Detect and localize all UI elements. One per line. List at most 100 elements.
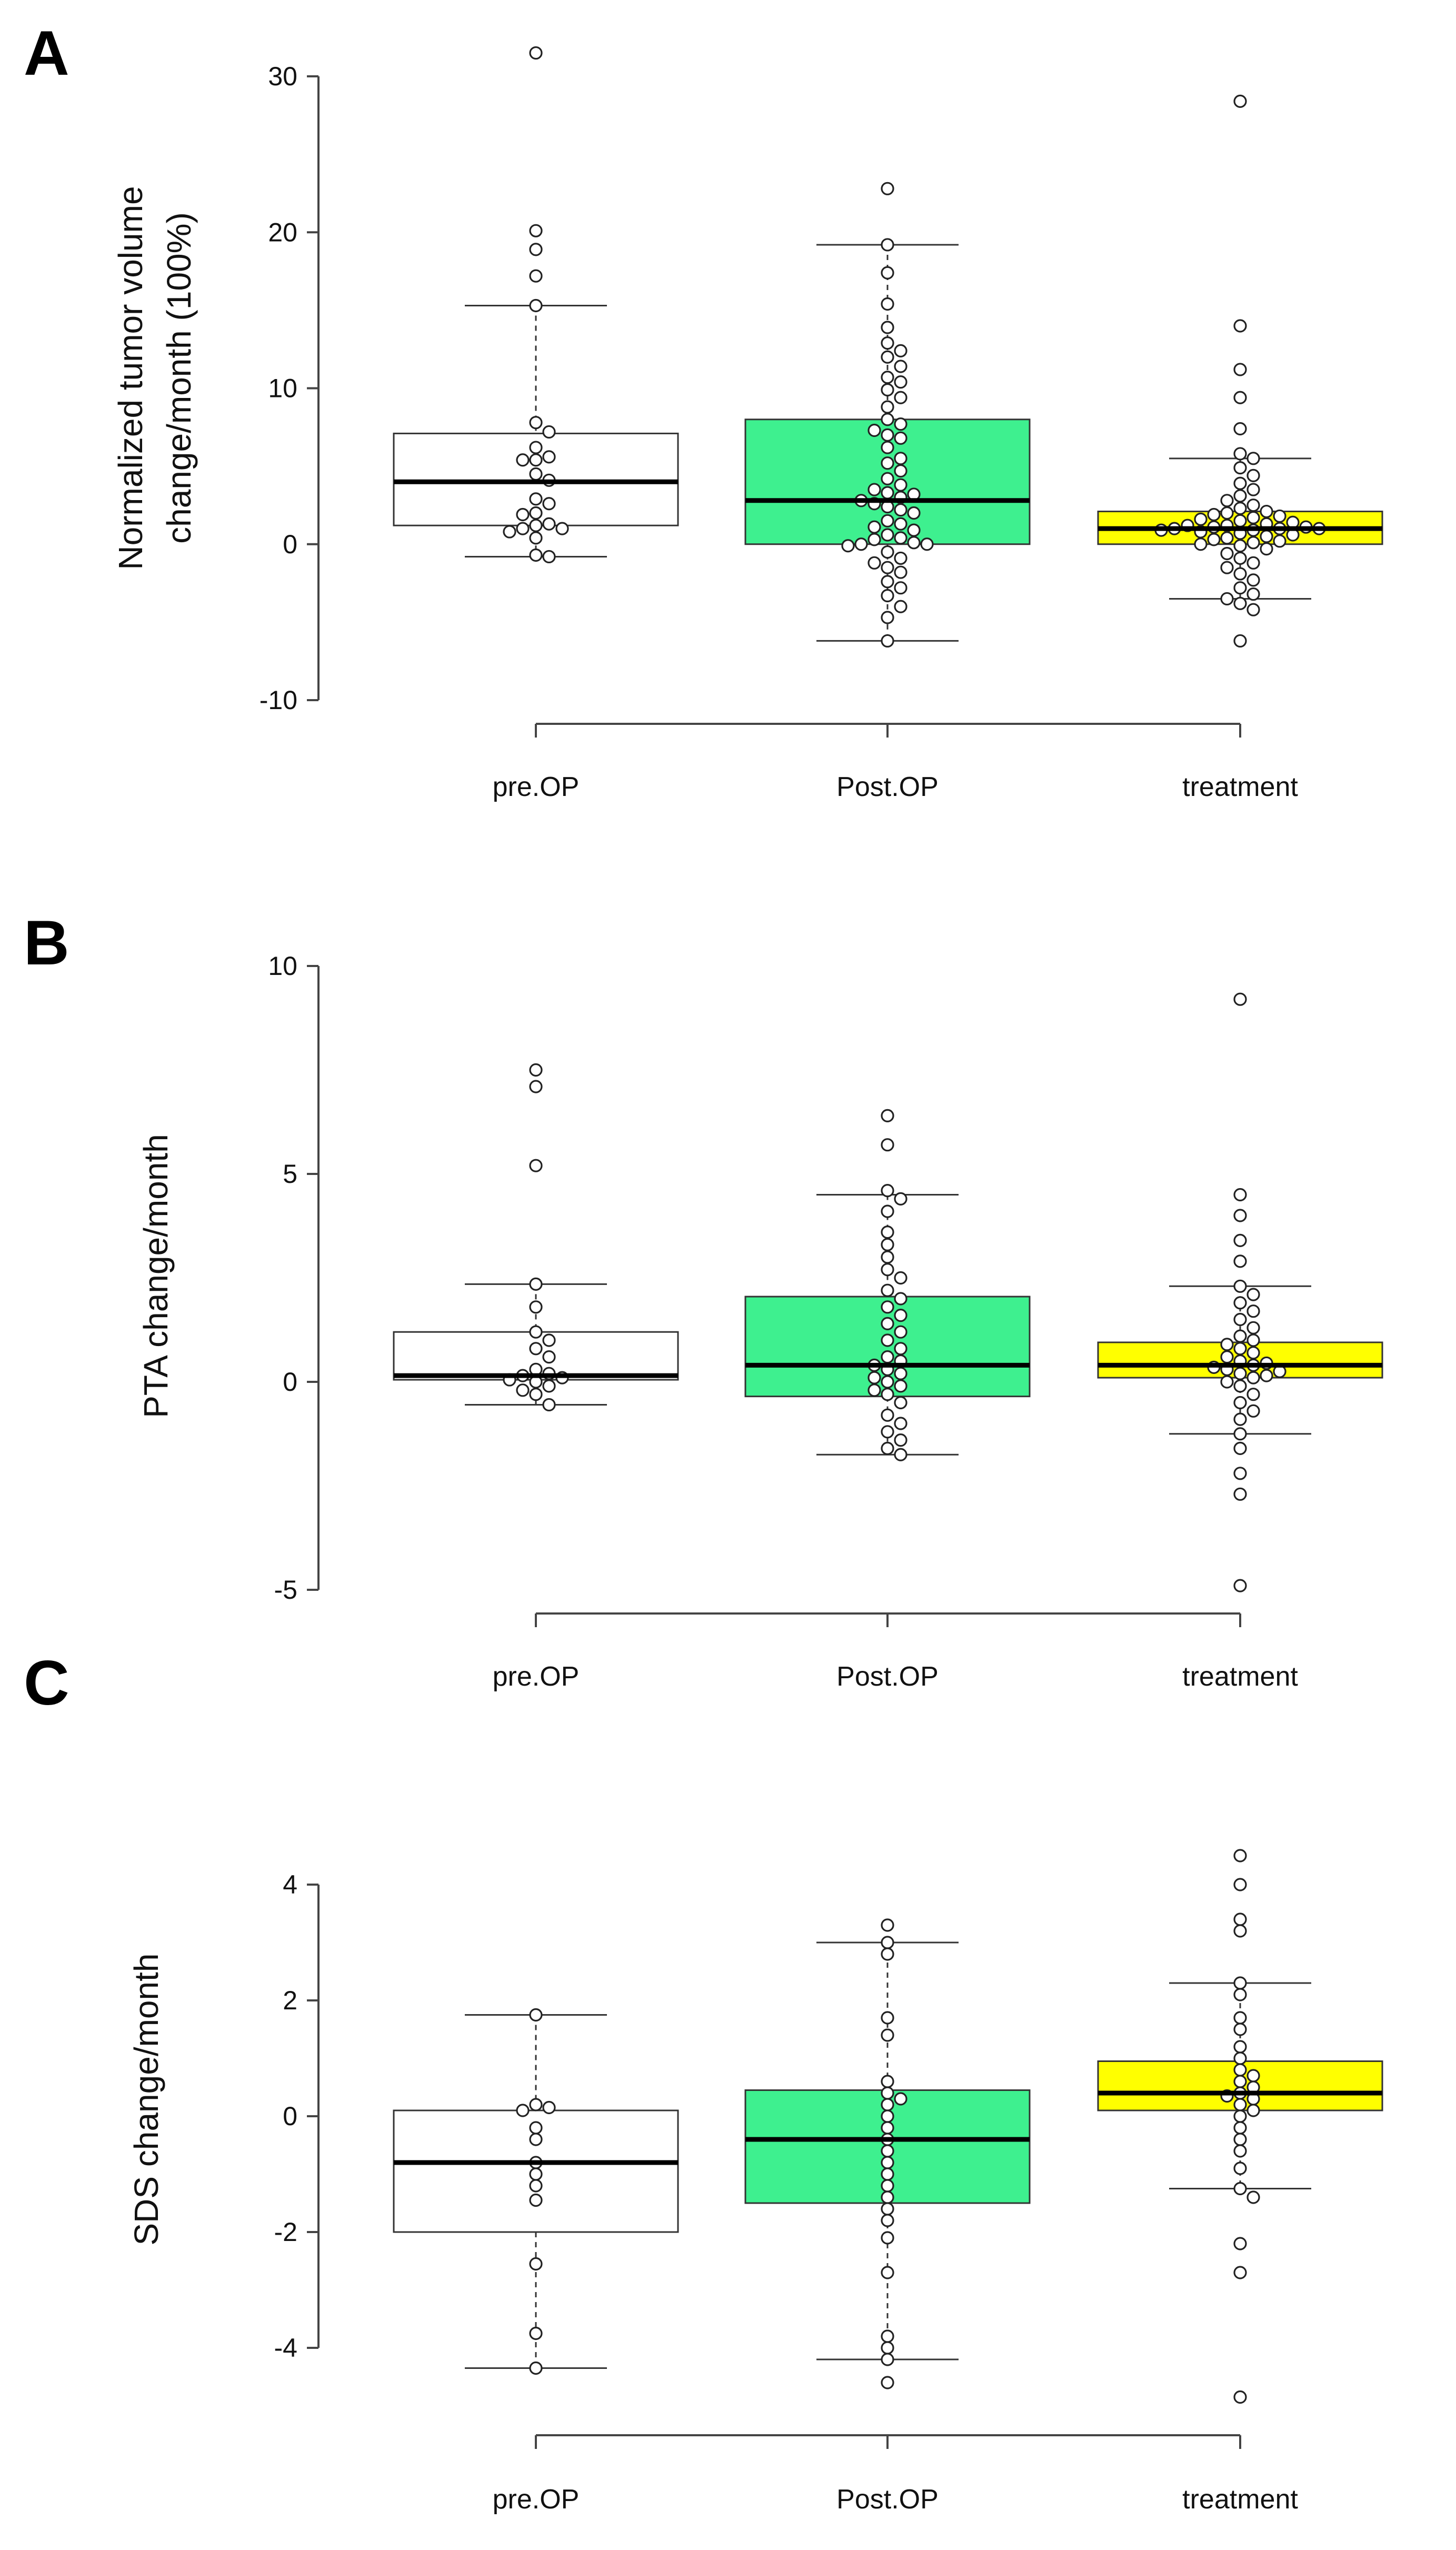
panel-c-post-op-point bbox=[881, 2075, 894, 2088]
panel-c-post-op-point bbox=[881, 2011, 894, 2025]
panel-b-post-op-point bbox=[881, 1425, 894, 1439]
panel-a-treatment-point bbox=[1233, 94, 1247, 108]
panel-a-post-op-point bbox=[894, 464, 907, 478]
panel-c-treatment-point bbox=[1233, 2023, 1247, 2036]
panel-b-post-op-point bbox=[894, 1192, 907, 1206]
panel-b-post-op-point bbox=[881, 1441, 894, 1455]
panel-a-plot: 30 20 10 0 -10 bbox=[260, 46, 1383, 738]
panel-a-treatment-point bbox=[1233, 581, 1247, 595]
panel-a-post-op-point bbox=[867, 423, 881, 437]
panel-a-category-post-op: Post.OP bbox=[836, 772, 939, 802]
panel-c-pre-op-point bbox=[529, 2179, 543, 2193]
panel-a-post-op-point bbox=[894, 375, 907, 389]
panel-c-category-post-op: Post.OP bbox=[836, 2484, 939, 2515]
panel-c-post-op-point bbox=[894, 2092, 907, 2106]
panel-a-pre-op-point bbox=[516, 522, 530, 535]
panel-c-pre-op-point bbox=[529, 2193, 543, 2207]
panel-b-pre-op-box bbox=[393, 1331, 679, 1381]
panel-b-treatment-point bbox=[1233, 1441, 1247, 1455]
panel-c-pre-op-point bbox=[529, 2133, 543, 2146]
panel-a-post-op-point bbox=[881, 589, 894, 603]
panel-c-y-tick-label: 0 bbox=[283, 2101, 297, 2131]
panel-a-pre-op-point bbox=[529, 46, 543, 60]
panel-c-post-op-point bbox=[881, 2202, 894, 2216]
panel-b-post-op-point bbox=[867, 1383, 881, 1397]
panel-a-treatment-point bbox=[1233, 539, 1247, 553]
panel-c-post-op-point bbox=[881, 2109, 894, 2123]
panel-c-post-op-point bbox=[881, 1936, 894, 1949]
panel-b-treatment-point bbox=[1246, 1321, 1260, 1334]
panel-b-treatment-point bbox=[1220, 1338, 1234, 1351]
panel-b-treatment-point bbox=[1233, 1188, 1247, 1202]
panel-a-post-op-point bbox=[881, 611, 894, 624]
panel-a-pre-op-point bbox=[529, 492, 543, 506]
panel-c-treatment-point bbox=[1233, 2063, 1247, 2077]
panel-c-pre-op-point bbox=[542, 2100, 556, 2115]
panel-b-treatment-point bbox=[1233, 1427, 1247, 1441]
panel-c-treatment-point bbox=[1233, 1849, 1247, 1862]
panel-a-treatment-point bbox=[1246, 587, 1260, 601]
panel-b-post-op-point bbox=[894, 1325, 907, 1339]
panel-b-post-op-point bbox=[894, 1292, 907, 1306]
panel-b-post-op-point bbox=[881, 1375, 894, 1389]
panel-c-y-tick-label: 2 bbox=[283, 1986, 297, 2015]
panel-b-category-pre-op: pre.OP bbox=[493, 1661, 580, 1692]
panel-a-post-op-point bbox=[894, 581, 907, 595]
panel-a-treatment-point bbox=[1246, 469, 1260, 483]
panel-a-treatment-point bbox=[1233, 634, 1247, 648]
panel-a-pre-op-point bbox=[529, 519, 543, 532]
panel-b-post-op-point bbox=[881, 1138, 894, 1152]
panel-b-post-op-point bbox=[881, 1238, 894, 1251]
panel-a-post-op-point bbox=[894, 531, 907, 545]
panel-a-post-op-point bbox=[867, 483, 881, 496]
panel-a-treatment-point bbox=[1246, 452, 1260, 465]
panel-a-post-op-point bbox=[881, 561, 894, 574]
panel-c-treatment-point bbox=[1233, 2098, 1247, 2111]
panel-c-treatment-point bbox=[1233, 2390, 1247, 2404]
panel-c-post-op-point bbox=[881, 2266, 894, 2279]
panel-a-post-op-point bbox=[894, 452, 907, 465]
panel-a-post-op-point bbox=[894, 360, 907, 373]
panel-c-post-op-point bbox=[881, 1918, 894, 1932]
panel-a-treatment-point bbox=[1207, 507, 1221, 522]
panel-a-post-op-point bbox=[881, 321, 894, 334]
panel-c-post-op-point bbox=[881, 2121, 894, 2135]
panel-a-category-treatment: treatment bbox=[1182, 772, 1298, 802]
panel-a-treatment-point bbox=[1233, 363, 1247, 376]
panel-c-post-op-point bbox=[881, 2179, 894, 2193]
panel-b-post-op-point bbox=[881, 1184, 894, 1198]
panel-b-treatment-point bbox=[1233, 1233, 1247, 1247]
panel-b-y-tick-label: 10 bbox=[268, 951, 297, 981]
panel-a-treatment-point bbox=[1194, 512, 1208, 526]
panel-b-post-op-point bbox=[867, 1371, 881, 1384]
panel-a-pre-op-point bbox=[529, 453, 543, 467]
panel-b-post-op-point bbox=[894, 1367, 907, 1380]
panel-b-treatment-point bbox=[1233, 1396, 1247, 1410]
panel-a-post-op-point bbox=[867, 533, 881, 546]
panel-a-pre-op-point bbox=[542, 517, 556, 531]
panel-a-pre-op-point bbox=[529, 416, 543, 430]
panel-a-post-op-point bbox=[881, 400, 894, 414]
panel-c-y-tick-label: -2 bbox=[274, 2217, 297, 2247]
panel-b-treatment-point bbox=[1246, 1346, 1260, 1360]
panel-c-post-op-point bbox=[881, 1947, 894, 1961]
panel-c-post-op-point bbox=[881, 2144, 894, 2158]
panel-a-y-tick-label: 30 bbox=[268, 62, 297, 91]
panel-a-post-op-point bbox=[894, 478, 907, 492]
panel-letter-b: B bbox=[24, 908, 69, 978]
panel-a-post-op-point bbox=[881, 514, 894, 527]
panel-c-treatment-point bbox=[1233, 2161, 1247, 2175]
panel-b-y-tick-label: 5 bbox=[283, 1159, 297, 1189]
panel-c-treatment-point bbox=[1233, 2144, 1247, 2158]
panel-a-post-op-point bbox=[881, 336, 894, 350]
panel-c-treatment-point bbox=[1233, 2051, 1247, 2065]
panel-a-treatment-point bbox=[1246, 499, 1260, 512]
panel-b-treatment-point bbox=[1233, 992, 1247, 1006]
panel-a-pre-op-point bbox=[529, 467, 543, 481]
panel-c-treatment-point bbox=[1233, 2237, 1247, 2250]
panel-a-post-op-point bbox=[881, 350, 894, 364]
panel-a-pre-op-point bbox=[542, 450, 556, 464]
panel-b-treatment-point bbox=[1246, 1333, 1260, 1347]
panel-a-post-op-point bbox=[881, 575, 894, 589]
panel-a-treatment-point bbox=[1220, 546, 1234, 561]
